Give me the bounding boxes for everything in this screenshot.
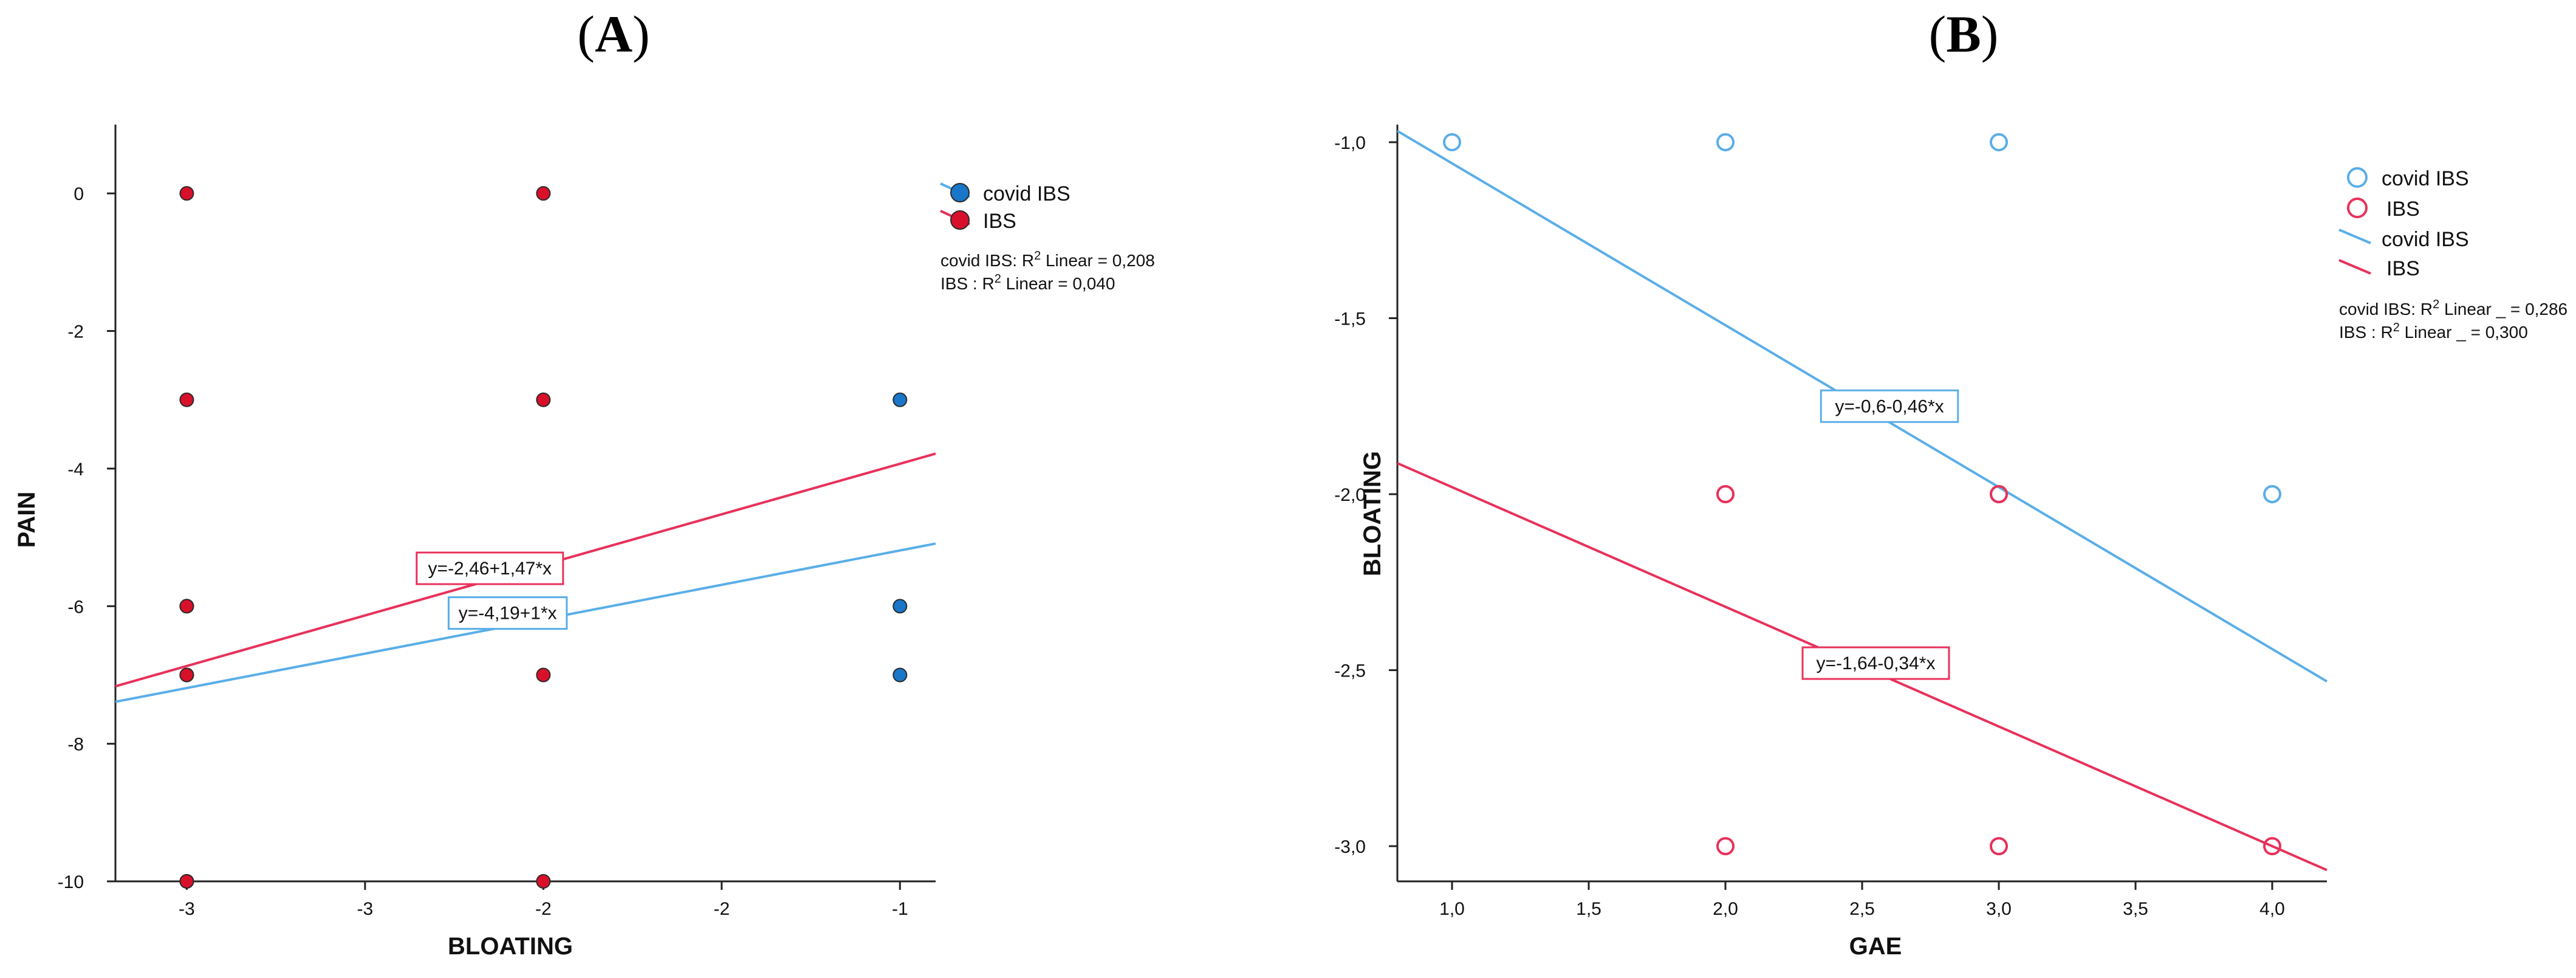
svg-text:y=-4,19+1*x: y=-4,19+1*x	[459, 604, 557, 624]
x-tick-label: 4,0	[2259, 899, 2285, 919]
data-point-ibs	[1716, 837, 1735, 856]
data-point-ibs	[179, 186, 194, 201]
svg-text:y=-2,46+1,47*x: y=-2,46+1,47*x	[428, 559, 552, 579]
legend-line-ibs	[2338, 259, 2371, 275]
legend-item-covid-marker: covid IBS	[2347, 167, 2469, 190]
x-tick-label: 2,5	[1849, 899, 1875, 919]
y-tick-label: -10	[58, 872, 84, 892]
fit-stat-ibs: IBS : R2 Linear = 0,040	[940, 272, 1115, 293]
panel-a: (A) -3 -3 -2 -2 -10-2-4-6-8-10y=-4,19+1*xy=-…	[13, 5, 1155, 960]
svg-text:y=-1,64-0,34*x: y=-1,64-0,34*x	[1817, 653, 1936, 673]
data-point-ibs	[179, 599, 194, 614]
x-tick-label: -3	[357, 899, 374, 919]
legend-item-ibs-marker: IBS	[2347, 198, 2420, 221]
y-tick-label: -4	[67, 460, 84, 480]
data-point-ibs	[1990, 837, 2008, 856]
panel-b-legend: covid IBS IBS covid IBS IBS covid IBS: R…	[2338, 167, 2567, 342]
legend-item-ibs: IBS	[940, 210, 1016, 233]
data-point-ibs	[179, 392, 194, 407]
x-tick-label: -2	[713, 899, 730, 919]
y-tick-label: -2,5	[1334, 661, 1366, 681]
x-tick-label: -1	[892, 899, 908, 919]
panel-a-legend: covid IBS IBS covid IBS: R2 Linear = 0,2…	[940, 182, 1155, 293]
data-point-ibs	[179, 667, 194, 683]
y-tick-label: 0	[74, 184, 84, 204]
data-point-covid	[1990, 133, 2008, 151]
y-tick-label: -3,0	[1334, 837, 1366, 857]
fit-stat-covid: covid IBS: R2 Linear = 0,208	[940, 249, 1155, 270]
data-point-covid	[2263, 485, 2281, 504]
data-point-covid	[892, 392, 908, 407]
legend-marker-ibs	[950, 210, 970, 230]
data-point-covid	[892, 667, 908, 683]
equation-label-ibs: y=-1,64-0,34*x	[1801, 646, 1950, 680]
data-point-ibs	[2263, 837, 2281, 856]
legend-item-covid: covid IBS	[940, 182, 1070, 205]
data-point-ibs	[536, 667, 551, 683]
equation-label-covid: y=-4,19+1*x	[447, 596, 568, 630]
panel-a-y-axis-title: PAIN	[13, 492, 40, 548]
legend-item-covid-line: covid IBS	[2338, 228, 2469, 251]
svg-text:y=-0,6-0,46*x: y=-0,6-0,46*x	[1835, 396, 1944, 416]
data-point-ibs	[536, 186, 551, 201]
panel-b-x-axis-title: GAE	[1849, 933, 1902, 960]
equation-label-ibs: y=-2,46+1,47*x	[416, 551, 564, 585]
legend-label-ibs-marker: IBS	[2386, 198, 2420, 221]
panel-b-plot: 1,0 1,5 2,0 2,5 3,0 3,5 4,0 -1,0 -1,5 -2,0 -2,5 -3,…	[1334, 125, 2328, 919]
fit-stat-ibs: IBS : R2 Linear _ = 0,300	[2339, 321, 2528, 342]
data-point-covid	[1716, 133, 1735, 151]
panel-b-y-axis-title: BLOATING	[1359, 451, 1386, 576]
panel-a-x-axis-title: BLOATING	[448, 933, 573, 960]
legend-label-covid-line: covid IBS	[2382, 228, 2469, 251]
data-point-ibs	[1716, 485, 1735, 504]
y-tick-label: -1,0	[1334, 133, 1366, 153]
panel-a-label: (A)	[577, 5, 649, 63]
legend-marker-ibs	[2347, 198, 2368, 218]
legend-label-ibs-line: IBS	[2386, 257, 2420, 280]
y-tick-label: -6	[67, 597, 84, 617]
x-tick-label: 3,5	[2123, 899, 2148, 919]
data-point-ibs	[1990, 485, 2008, 504]
y-tick-label: -1,5	[1334, 309, 1366, 329]
legend-item-ibs-line: IBS	[2338, 257, 2420, 280]
panel-b-label: (B)	[1929, 5, 1999, 63]
y-tick-label: -2,0	[1334, 485, 1366, 505]
fit-stat-covid: covid IBS: R2 Linear _ = 0,286	[2339, 298, 2567, 319]
y-tick-label: -2	[67, 322, 84, 342]
legend-line-covid	[2338, 229, 2371, 244]
equation-label-covid: y=-0,6-0,46*x	[1820, 389, 1959, 423]
panel-b: (B) 1,0 1,5 2,0 2,5 3,0 3,5 4,0 -1,0 -1,5 -2,0 -2,…	[1334, 5, 2567, 960]
legend-label-covid: covid IBS	[983, 182, 1070, 205]
x-tick-label: -2	[535, 899, 552, 919]
panel-a-plot: -3 -3 -2 -2 -10-2-4-6-8-10y=-4,19+1*xy=-2,46…	[58, 125, 936, 919]
legend-label-ibs: IBS	[983, 210, 1016, 233]
x-tick-label: -3	[179, 899, 195, 919]
data-point-ibs	[536, 392, 551, 407]
x-tick-label: 2,0	[1713, 899, 1738, 919]
data-point-covid	[892, 599, 908, 614]
x-tick-label: 1,5	[1576, 899, 1601, 919]
x-tick-label: 1,0	[1439, 899, 1465, 919]
legend-marker-covid	[950, 183, 970, 202]
legend-marker-covid	[2347, 167, 2368, 188]
data-point-covid	[1443, 133, 1461, 151]
x-tick-label: 3,0	[1986, 899, 2012, 919]
y-tick-label: -8	[67, 735, 84, 755]
legend-label-covid-marker: covid IBS	[2382, 167, 2469, 190]
data-point-ibs	[179, 874, 194, 889]
data-point-ibs	[536, 874, 551, 889]
